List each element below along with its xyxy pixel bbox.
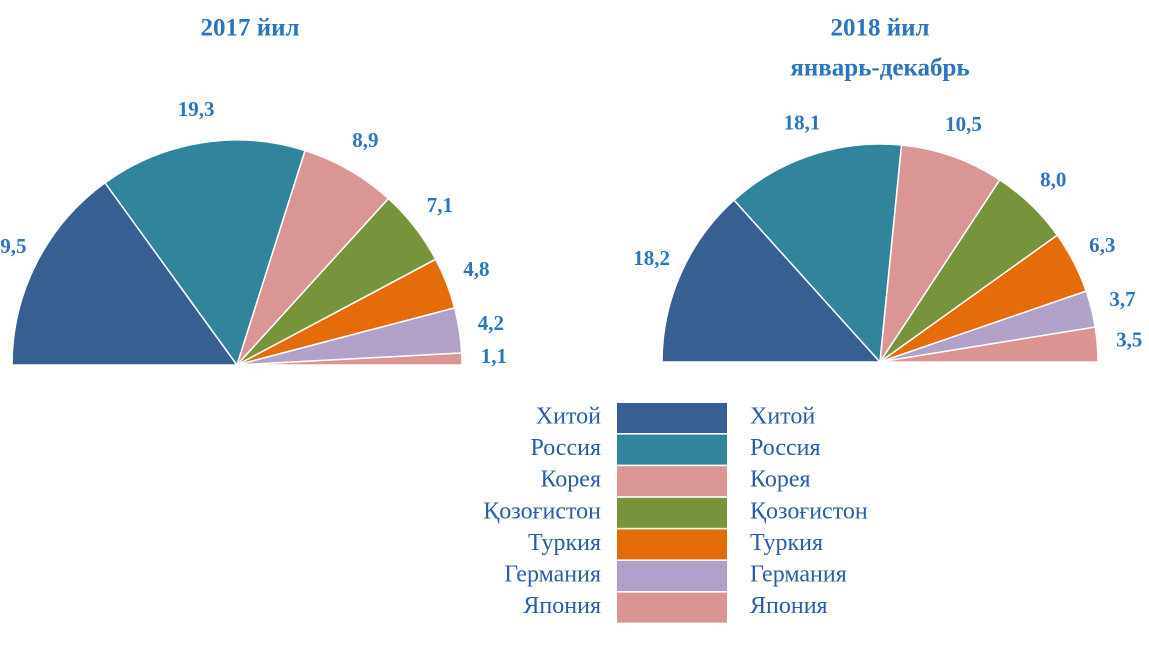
pie-slice xyxy=(236,352,463,366)
legend-label: Хитой xyxy=(536,404,601,430)
value-label: 8,0 xyxy=(1040,168,1066,192)
value-label: 7,1 xyxy=(427,193,453,217)
legend-label: Корея xyxy=(750,467,811,493)
value-label: 3,7 xyxy=(1109,287,1135,311)
legend-label: Германия xyxy=(504,562,601,588)
legend-swatch xyxy=(617,434,727,465)
pie-slice xyxy=(879,326,1099,363)
legend-label: Япония xyxy=(750,593,828,619)
legend-label: Япония xyxy=(523,593,601,619)
legend-label: Россия xyxy=(530,435,601,461)
value-label: 8,9 xyxy=(352,128,378,152)
chart-title: 2017 йил xyxy=(200,15,299,42)
legend-swatch xyxy=(617,561,727,591)
legend-label: Россия xyxy=(750,435,821,461)
pie-slice xyxy=(661,199,882,363)
legend-label: Корея xyxy=(540,467,601,493)
value-label: 1,1 xyxy=(481,344,507,368)
pie-slice xyxy=(11,181,239,366)
value-label: 4,2 xyxy=(478,311,504,335)
legend-swatch xyxy=(617,497,727,528)
legend-swatch xyxy=(617,529,727,560)
legend-swatch xyxy=(617,466,727,497)
legend-swatch xyxy=(617,592,727,623)
legend-label: Қозоғистон xyxy=(483,498,601,524)
legend-swatch xyxy=(617,403,727,433)
chart-subtitle: январь-декабрь xyxy=(790,55,969,82)
pie-slice xyxy=(879,144,1001,363)
pie-slice xyxy=(103,139,307,367)
legend-label: Қозоғистон xyxy=(750,498,868,524)
value-label: 18,2 xyxy=(633,246,670,270)
legend-label: Германия xyxy=(750,562,847,588)
value-label: 18,1 xyxy=(784,110,821,134)
pie-slice xyxy=(732,143,903,364)
value-label: 4,8 xyxy=(463,257,489,281)
chart-title: 2018 йил xyxy=(830,15,929,42)
value-label: 19,5 xyxy=(0,234,26,258)
value-label: 19,3 xyxy=(178,97,215,121)
value-label: 10,5 xyxy=(945,112,982,136)
legend-label: Туркия xyxy=(750,530,823,556)
value-label: 6,3 xyxy=(1089,233,1115,257)
value-label: 3,5 xyxy=(1116,328,1142,352)
legend-label: Туркия xyxy=(528,530,601,556)
legend-label: Хитой xyxy=(750,404,815,430)
